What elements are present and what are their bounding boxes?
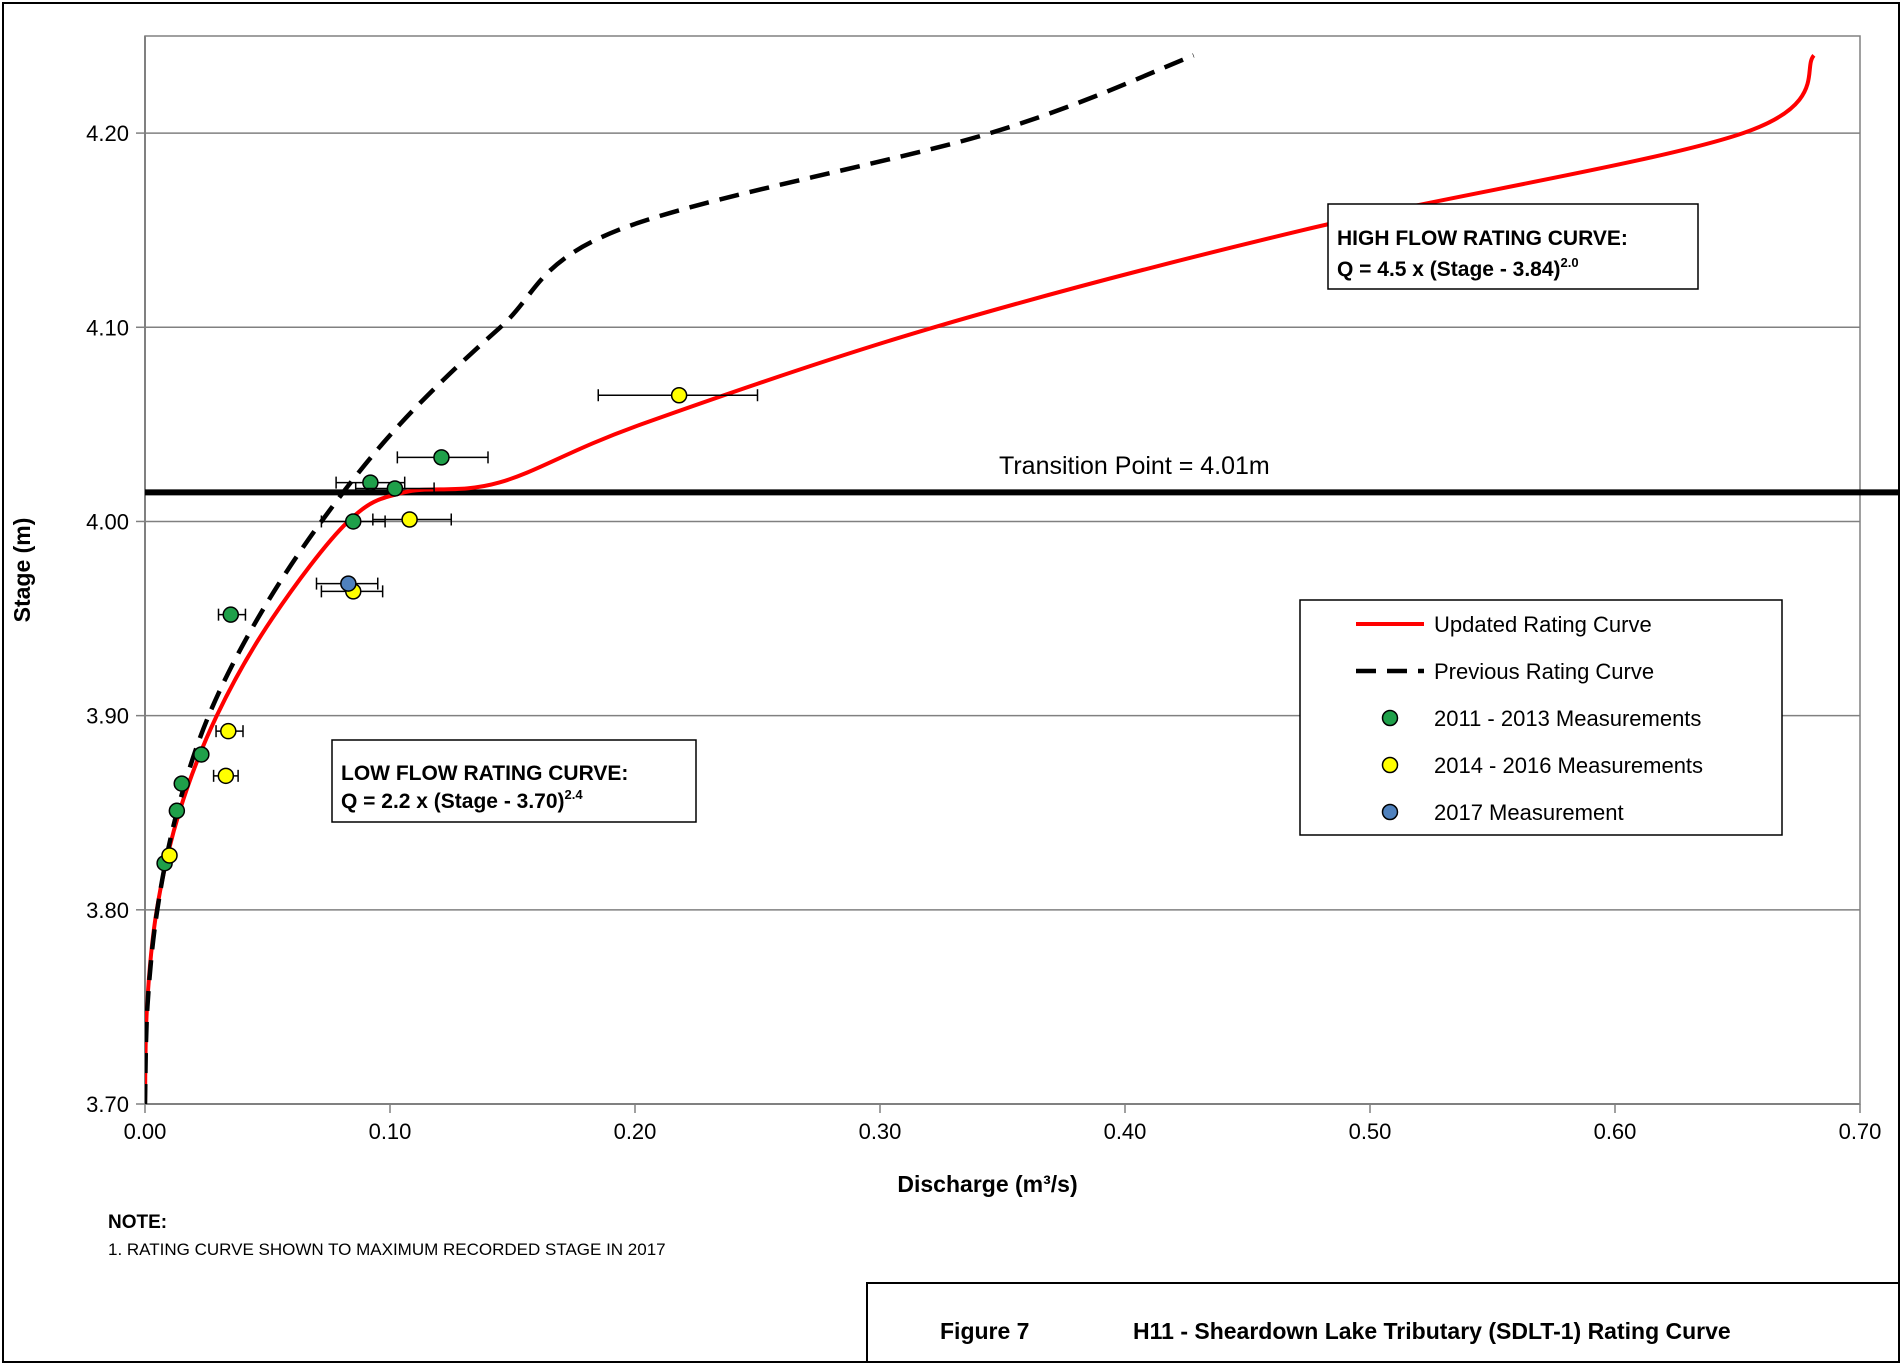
high-flow-box (1327, 203, 1699, 290)
x-tick-label: 0.50 (1349, 1119, 1392, 1144)
y-tick-label: 3.80 (86, 898, 129, 923)
y-tick-label: 3.70 (86, 1092, 129, 1117)
legend-swatch (1381, 756, 1399, 774)
high-flow-title: HIGH FLOW RATING CURVE: (1337, 227, 1628, 250)
data-point (386, 480, 404, 497)
x-tick-label: 0.00 (124, 1119, 167, 1144)
legend-swatch (1381, 803, 1399, 821)
x-axis-label: Discharge (m³/s) (897, 1171, 1077, 1197)
y-tick-label: 4.20 (86, 121, 129, 146)
data-point (168, 802, 186, 820)
data-point (161, 847, 178, 864)
data-point (173, 775, 190, 792)
data-point (401, 511, 418, 528)
low-flow-title: LOW FLOW RATING CURVE: (341, 762, 628, 785)
y-tick-label: 3.90 (86, 704, 129, 729)
data-point (220, 722, 237, 740)
x-tick-label: 0.30 (859, 1119, 902, 1144)
low-flow-equation: Q = 2.2 x (Stage - 3.70)2.4 (341, 787, 583, 813)
plot-area (144, 35, 1861, 1105)
x-tick-label: 0.20 (614, 1119, 657, 1144)
data-point (670, 386, 688, 404)
figure-title: H11 - Sheardown Lake Tributary (SDLT-1) … (1133, 1318, 1731, 1344)
legend-label: 2014 - 2016 Measurements (1434, 753, 1703, 778)
data-point (217, 767, 235, 785)
y-tick-label: 4.00 (86, 509, 129, 534)
transition-label: Transition Point = 4.01m (999, 452, 1270, 480)
data-point (345, 513, 362, 530)
legend-label: Previous Rating Curve (1434, 659, 1654, 684)
note-line-1: 1. RATING CURVE SHOWN TO MAXIMUM RECORDE… (108, 1240, 666, 1259)
figure-label: Figure 7 (940, 1318, 1030, 1344)
y-axis-label: Stage (m) (9, 518, 35, 623)
high-flow-equation: Q = 4.5 x (Stage - 3.84)2.0 (1337, 255, 1579, 281)
x-tick-label: 0.70 (1839, 1119, 1882, 1144)
legend-swatch (1381, 709, 1399, 727)
note-title: NOTE: (108, 1212, 168, 1233)
data-point (222, 606, 239, 623)
data-point (362, 474, 379, 491)
data-point (193, 746, 210, 763)
x-tick-label: 0.60 (1594, 1119, 1637, 1144)
data-point (340, 575, 357, 592)
data-point (433, 449, 450, 466)
figure-title-block (866, 1282, 1900, 1363)
legend-label: 2017 Measurement (1434, 800, 1624, 825)
low-flow-box (331, 739, 697, 823)
legend-label: Updated Rating Curve (1434, 612, 1652, 637)
y-tick-label: 4.10 (86, 315, 129, 340)
legend-label: 2011 - 2013 Measurements (1434, 706, 1701, 731)
x-tick-label: 0.10 (369, 1119, 412, 1144)
legend-box (1299, 599, 1783, 836)
x-tick-label: 0.40 (1104, 1119, 1147, 1144)
